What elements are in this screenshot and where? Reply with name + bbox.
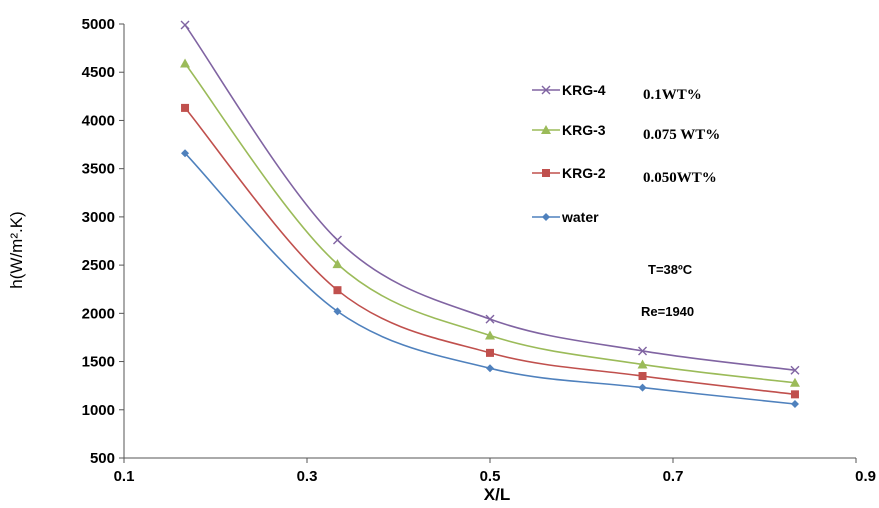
data-point-krg-4 <box>638 346 648 356</box>
y-tick-label: 2000 <box>82 305 115 322</box>
x-axis-title: X/L <box>484 485 510 504</box>
y-axis-title: h(W/m².K) <box>7 211 26 288</box>
data-point-krg-4 <box>332 235 342 245</box>
series-krg-4 <box>180 20 800 375</box>
legend-concentration-krg-2: 0.050WT% <box>643 170 717 186</box>
legend-entry-krg-2: KRG-2 0.050WT% <box>532 165 717 186</box>
y-tick-labels: 500 1000 1500 2000 2500 3000 3500 4000 4500 5000 <box>82 16 115 467</box>
legend-label-krg-3: KRG-3 <box>562 122 606 138</box>
series-line-krg-3 <box>184 63 796 384</box>
axes <box>119 23 857 463</box>
data-point-water <box>486 364 494 373</box>
series-line-krg-2 <box>184 107 796 396</box>
y-tick-label: 5000 <box>82 16 115 33</box>
y-tick-label: 500 <box>90 450 115 467</box>
y-tick-label: 1500 <box>82 354 115 371</box>
legend-marker-krg-4 <box>541 85 551 95</box>
legend-concentration-krg-4: 0.1WT% <box>643 87 702 103</box>
legend-label-water: water <box>561 209 599 225</box>
x-tick-label: 0.5 <box>480 468 501 485</box>
y-tick-label: 3000 <box>82 209 115 226</box>
series-line-krg-4 <box>184 24 796 372</box>
data-point-krg-2 <box>181 103 190 112</box>
y-tick-label: 3500 <box>82 161 115 178</box>
data-point-krg-2 <box>638 372 647 381</box>
legend-label-krg-4: KRG-4 <box>562 82 606 98</box>
y-tick-label: 1000 <box>82 402 115 419</box>
data-point-krg-3 <box>180 58 191 68</box>
legend-label-krg-2: KRG-2 <box>562 165 606 181</box>
legend-entry-krg-4: KRG-4 0.1WT% <box>532 82 702 103</box>
data-point-krg-2 <box>790 390 799 399</box>
data-point-water <box>790 399 799 408</box>
series-krg-2 <box>181 103 799 399</box>
legend: KRG-4 0.1WT% KRG-3 0.075 WT% KRG-2 0.050WT% wa… <box>532 82 720 225</box>
legend-marker-krg-3 <box>541 125 551 134</box>
data-point-krg-3 <box>789 377 800 387</box>
legend-entry-krg-3: KRG-3 0.075 WT% <box>532 122 720 143</box>
x-tick-label: 0.9 <box>855 468 876 485</box>
data-point-krg-4 <box>790 365 800 375</box>
legend-entry-water: water <box>532 209 599 225</box>
data-point-krg-3 <box>485 330 495 340</box>
data-point-water <box>638 383 647 392</box>
data-point-krg-3 <box>637 359 648 369</box>
legend-marker-water <box>542 213 550 221</box>
annotation-reynolds: Re=1940 <box>641 304 694 319</box>
data-point-krg-2 <box>333 286 342 295</box>
annotation-temperature: T=38ºC <box>648 262 693 277</box>
data-point-krg-4 <box>485 314 495 324</box>
x-tick-labels: 0.1 0.3 0.5 0.7 0.9 <box>114 468 876 485</box>
y-tick-label: 4500 <box>82 64 115 81</box>
data-point-krg-3 <box>332 259 343 269</box>
x-tick-label: 0.7 <box>663 468 684 485</box>
x-tick-label: 0.3 <box>297 468 318 485</box>
data-point-water <box>181 149 190 158</box>
series-water <box>181 149 799 408</box>
x-tick-label: 0.1 <box>114 468 135 485</box>
series-krg-3 <box>180 58 800 387</box>
data-point-water <box>333 307 342 316</box>
legend-concentration-krg-3: 0.075 WT% <box>643 127 720 143</box>
y-tick-label: 4000 <box>82 112 115 129</box>
data-point-krg-4 <box>180 20 190 30</box>
y-tick-label: 2500 <box>82 257 115 274</box>
series-group <box>180 20 800 408</box>
data-point-krg-2 <box>486 348 494 357</box>
legend-marker-krg-2 <box>542 169 550 177</box>
